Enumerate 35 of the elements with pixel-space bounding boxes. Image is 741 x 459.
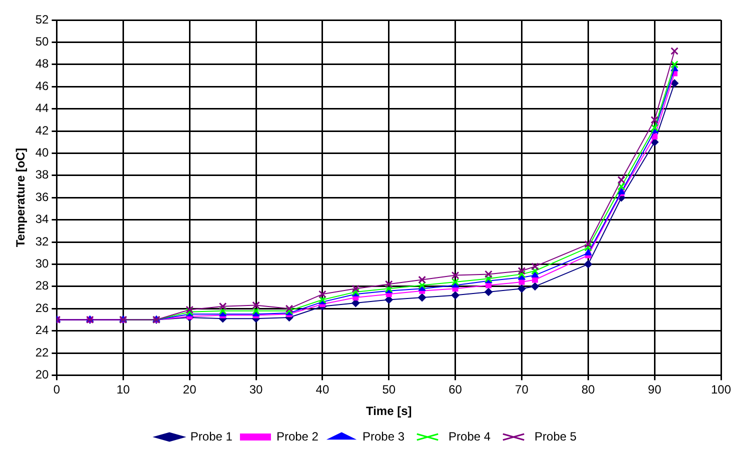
y-tick-label: 46 — [35, 78, 50, 93]
y-tick-label: 22 — [35, 345, 50, 360]
legend-label: Probe 4 — [448, 429, 491, 444]
y-tick-label: 38 — [35, 168, 50, 182]
x-tick-label: 40 — [316, 382, 330, 397]
legend-label: Probe 5 — [534, 429, 577, 444]
y-tick-label: 42 — [35, 123, 50, 138]
legend-label: Probe 1 — [190, 429, 233, 444]
y-tick-label: 26 — [35, 300, 50, 315]
y-tick-label: 28 — [35, 278, 50, 293]
y-tick-label: 48 — [35, 56, 50, 71]
legend-label: Probe 2 — [276, 429, 319, 444]
x-tick-label: 20 — [182, 382, 197, 397]
x-tick-label: 70 — [515, 382, 529, 397]
legend-label: Probe 3 — [362, 429, 405, 444]
x-tick-label: 0 — [53, 382, 60, 397]
x-axis-title: Time [s] — [366, 404, 412, 418]
y-tick-label: 50 — [35, 34, 50, 49]
y-tick-label: 34 — [35, 212, 50, 226]
x-tick-label: 10 — [116, 382, 130, 397]
x-tick-label: 60 — [448, 382, 462, 397]
x-tick-label: 30 — [249, 382, 264, 397]
y-tick-label: 52 — [35, 12, 50, 26]
y-tick-label: 36 — [35, 190, 50, 204]
y-tick-label: 44 — [35, 101, 50, 116]
y-axis-title: Temperature [oC] — [14, 148, 28, 248]
x-tick-label: 90 — [648, 382, 662, 397]
y-tick-label: 40 — [35, 146, 50, 160]
y-tick-label: 32 — [35, 234, 50, 248]
x-tick-label: 100 — [710, 382, 732, 397]
y-tick-label: 20 — [35, 368, 50, 382]
y-tick-label: 30 — [35, 256, 50, 271]
y-tick-label: 24 — [35, 323, 50, 338]
x-tick-label: 80 — [581, 382, 596, 397]
x-tick-label: 50 — [382, 382, 396, 397]
